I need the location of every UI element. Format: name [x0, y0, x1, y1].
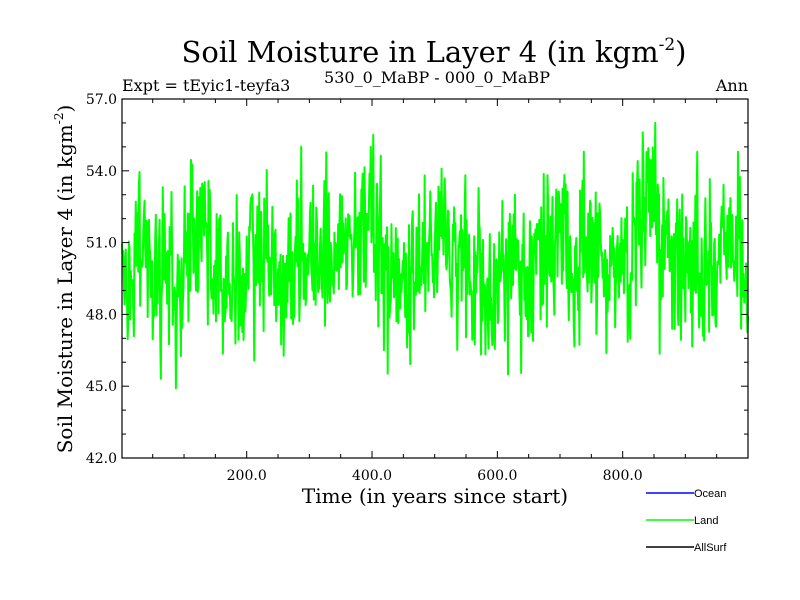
legend: Ocean Land AllSurf: [646, 488, 727, 554]
subtitle-right: Ann: [715, 76, 748, 95]
chart-title: Soil Moisture in Layer 4 (in kgm-2): [181, 35, 686, 69]
series-line-land: [121, 121, 749, 390]
y-tick-label: 54.0: [86, 164, 117, 180]
x-tick-label: 600.0: [477, 468, 517, 484]
legend-land-label: Land: [694, 515, 718, 527]
legend-ocean-label: Ocean: [694, 488, 726, 500]
subtitle-center: 530_0_MaBP - 000_0_MaBP: [324, 68, 550, 87]
x-tick-label: 200.0: [227, 468, 267, 484]
y-axis-label: Soil Moisture in Layer 4 (in kgm-2): [52, 105, 77, 454]
legend-allsurf-label: AllSurf: [694, 542, 727, 554]
x-axis-label: Time (in years since start): [302, 484, 568, 508]
y-axis-ticks: 42.0 45.0 48.0 51.0 54.0 57.0: [86, 92, 748, 467]
y-tick-label: 51.0: [86, 236, 117, 252]
y-tick-label: 45.0: [86, 379, 117, 395]
x-tick-label: 800.0: [603, 468, 643, 484]
y-tick-label: 57.0: [86, 92, 117, 108]
y-tick-label: 42.0: [86, 451, 117, 467]
subtitle-left: Expt = tEyic1-teyfa3: [122, 76, 290, 95]
y-tick-label: 48.0: [86, 307, 117, 323]
x-tick-label: 400.0: [352, 468, 392, 484]
x-axis-ticks: 200.0 400.0 600.0 800.0: [152, 99, 718, 484]
